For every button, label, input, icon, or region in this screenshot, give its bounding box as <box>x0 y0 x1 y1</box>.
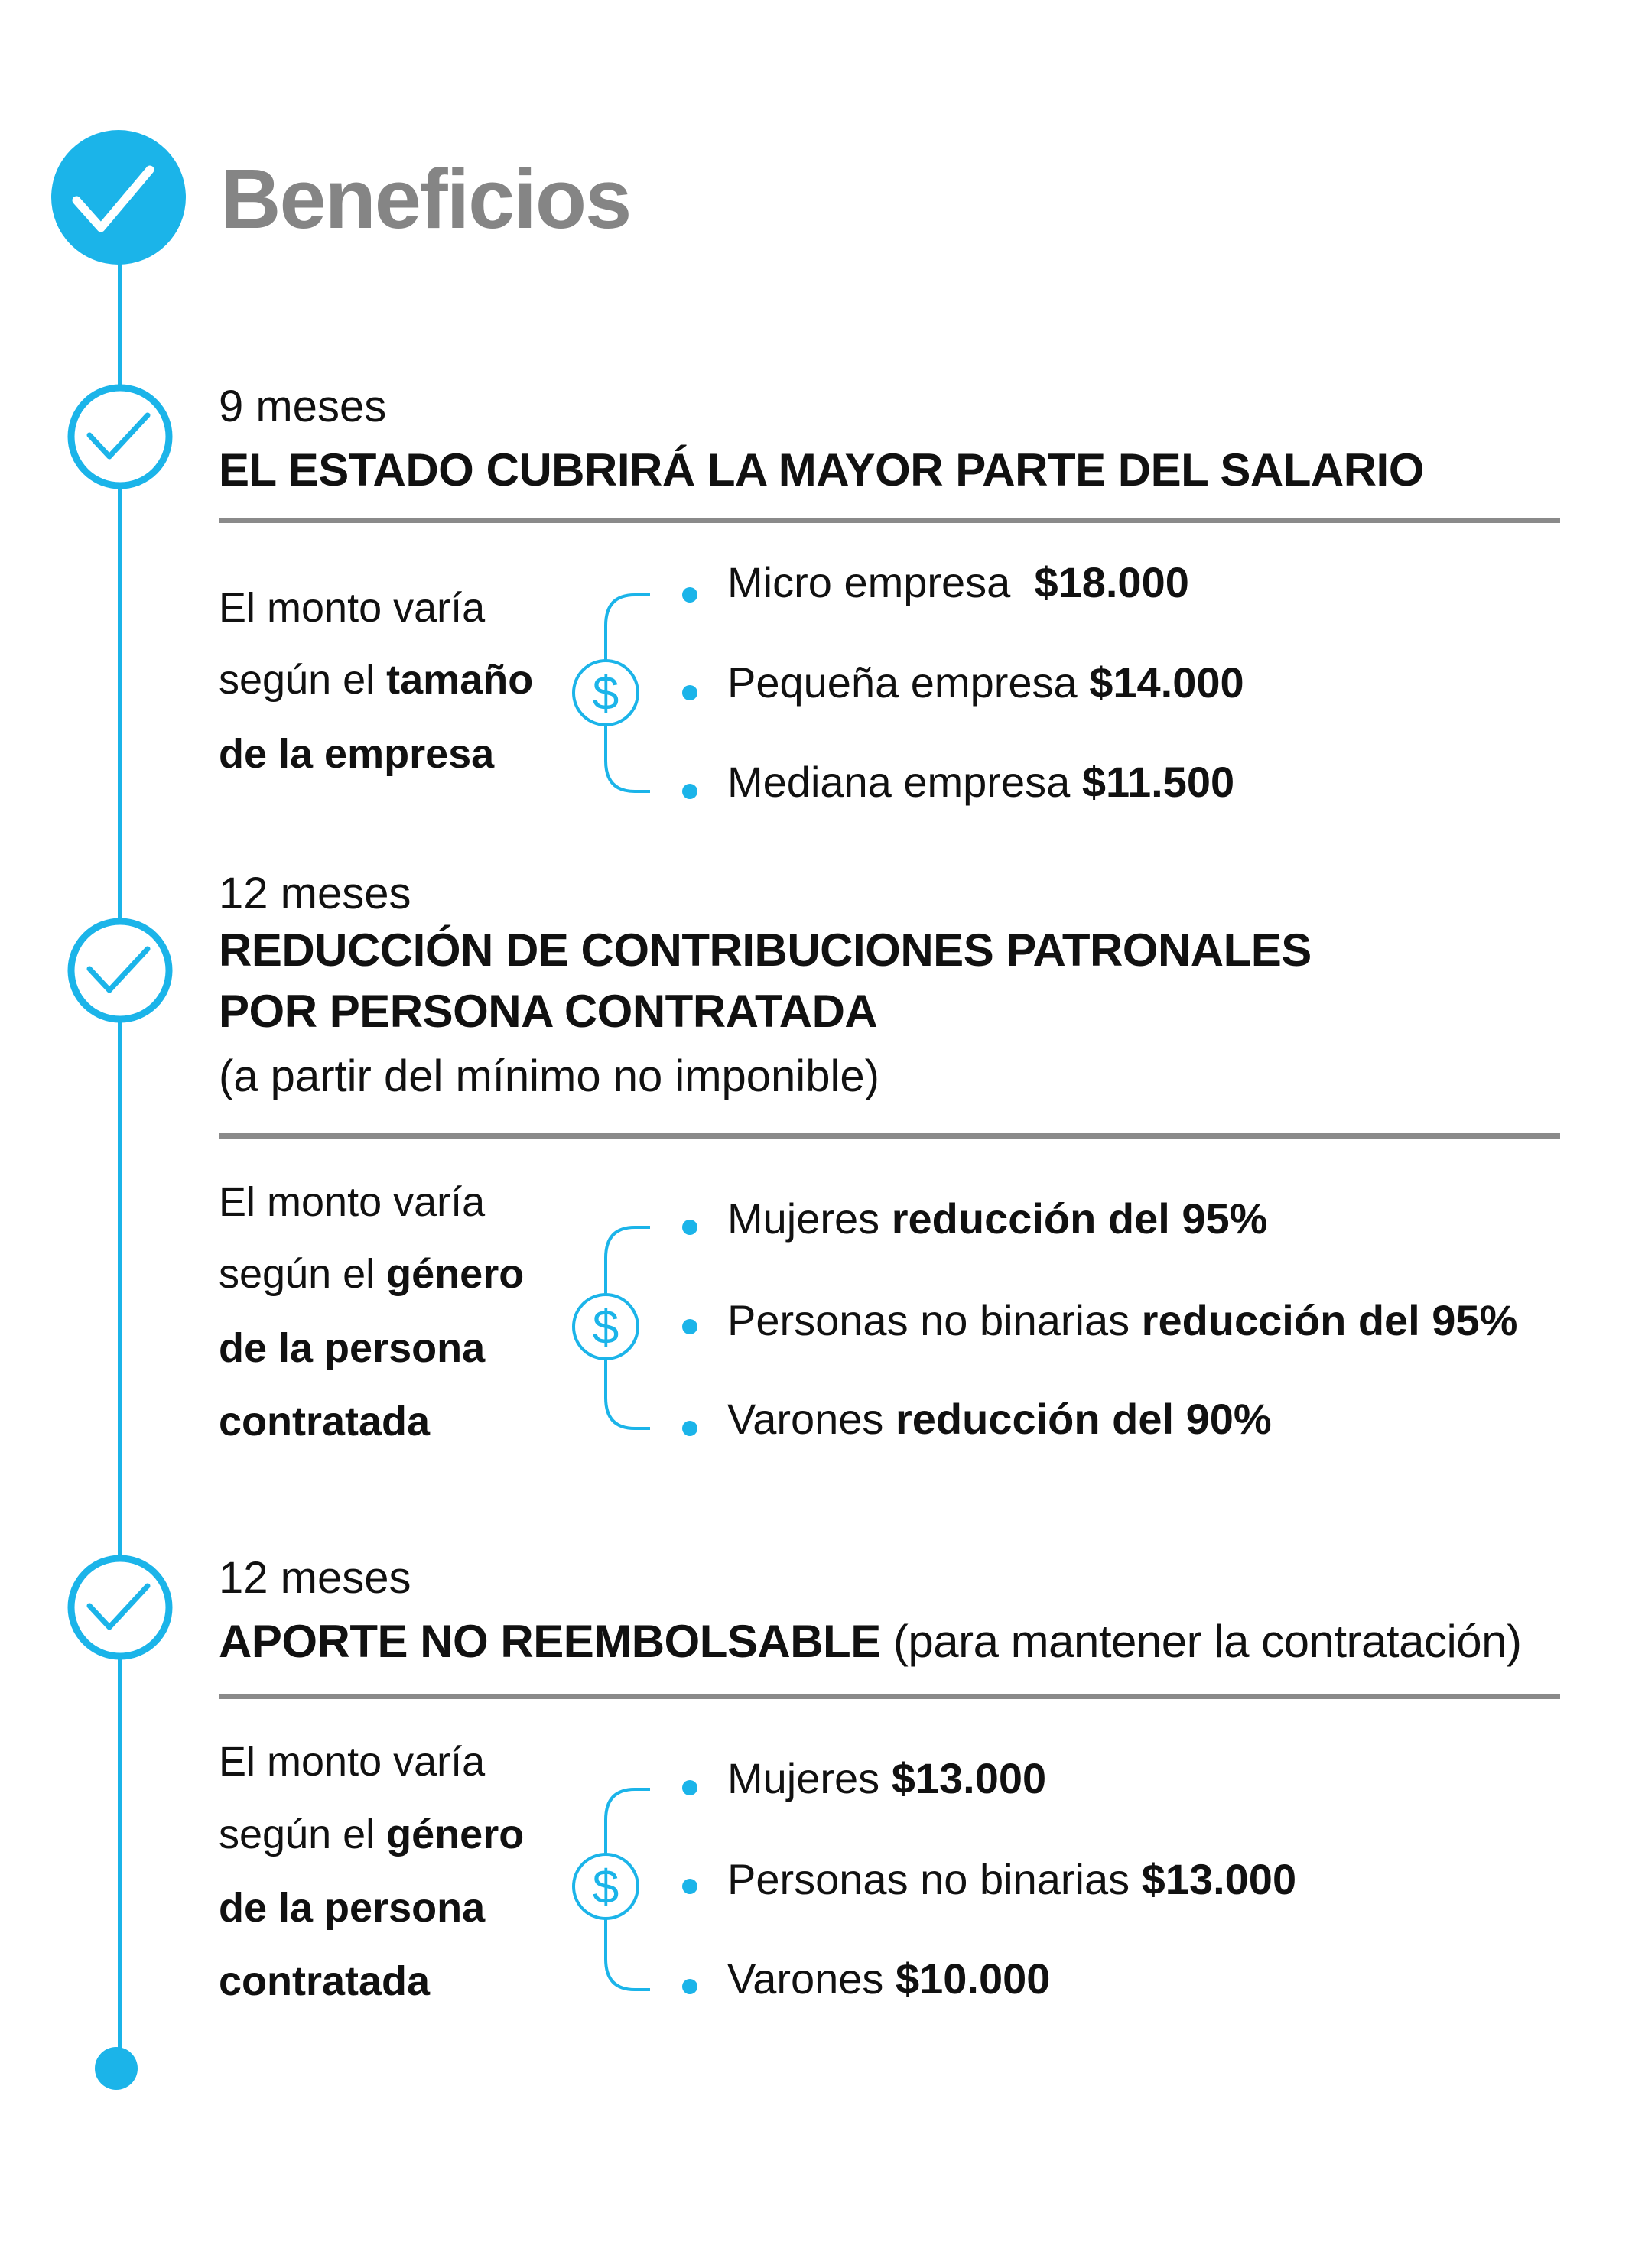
item-value: reducción del 90% <box>895 1395 1272 1443</box>
dollar-circle-icon: $ <box>572 1853 639 1920</box>
left-text-line: El monto varía <box>219 1179 486 1225</box>
list-item: Pequeña empresa $14.000 <box>727 661 1244 704</box>
section-heading: EL ESTADO CUBRIRÁ LA MAYOR PARTE DEL SAL… <box>219 444 1424 496</box>
svg-text:$: $ <box>593 1301 619 1354</box>
emphasis: contratada <box>219 1399 431 1444</box>
item-label: Pequeña empresa <box>727 658 1090 707</box>
left-text-line: de la empresa <box>219 733 494 775</box>
section-heading: APORTE NO REEMBOLSABLE (para mantener la… <box>219 1619 1522 1665</box>
item-label: Varones <box>727 1395 896 1443</box>
left-text-line: según el género <box>219 1253 524 1295</box>
left-text-line: contratada <box>219 1401 430 1442</box>
item-value: $14.000 <box>1089 658 1244 707</box>
left-text-line: según el tamaño <box>219 659 533 700</box>
section-heading: REDUCCIÓN DE CONTRIBUCIONES PATRONALES <box>219 924 1312 976</box>
dot-icon <box>682 1421 697 1436</box>
dot-icon <box>682 1220 697 1235</box>
list-item: Mujeres $13.000 <box>727 1757 1046 1800</box>
dot-icon <box>682 784 697 799</box>
check-circle-outline-icon <box>67 918 173 1023</box>
text: según el <box>219 1811 387 1857</box>
item-label: Varones <box>727 1954 896 2003</box>
list-item: Mujeres reducción del 95% <box>727 1197 1267 1240</box>
list-item: Personas no binarias reducción del 95% <box>727 1299 1517 1342</box>
item-label: Personas no binarias <box>727 1855 1142 1903</box>
duration: 12 meses <box>219 869 411 918</box>
bracket-3 <box>604 1788 650 1991</box>
item-label: Personas no binarias <box>727 1296 1142 1344</box>
item-value: reducción del 95% <box>891 1194 1268 1243</box>
item-value: reducción del 95% <box>1141 1296 1518 1344</box>
item-label: Mujeres <box>727 1754 892 1802</box>
text: según el <box>219 657 387 703</box>
duration: 12 meses <box>219 1553 411 1603</box>
section-subtitle: (a partir del mínimo no imponible) <box>219 1051 879 1101</box>
divider <box>219 518 1560 523</box>
emphasis: tamaño <box>386 657 534 703</box>
list-item: Personas no binarias $13.000 <box>727 1858 1296 1901</box>
left-text-line: de la persona <box>219 1887 485 1928</box>
item-value: $13.000 <box>891 1754 1047 1802</box>
timeline-end-dot <box>95 2047 138 2090</box>
list-item: Varones $10.000 <box>727 1958 1050 2000</box>
left-text-line: contratada <box>219 1961 430 2002</box>
text: según el <box>219 1251 387 1297</box>
list-item: Mediana empresa $11.500 <box>727 761 1234 804</box>
dot-icon <box>682 685 697 700</box>
item-value: $18.000 <box>1034 558 1189 606</box>
emphasis: género <box>386 1251 525 1297</box>
section-heading: POR PERSONA CONTRATADA <box>219 986 878 1037</box>
dot-icon <box>682 587 697 603</box>
dollar-circle-icon: $ <box>572 659 639 726</box>
list-item: Varones reducción del 90% <box>727 1398 1272 1441</box>
emphasis: de la persona <box>219 1325 486 1371</box>
duration: 9 meses <box>219 382 387 431</box>
item-value: $13.000 <box>1141 1855 1297 1903</box>
emphasis: género <box>386 1811 525 1857</box>
bullet-dots <box>682 587 697 1994</box>
left-text-line: El monto varía <box>219 1739 486 1785</box>
check-circle-outline-icon <box>67 1555 173 1660</box>
dot-icon <box>682 1319 697 1334</box>
heading-suffix: (para mantener la contratación) <box>892 1616 1522 1667</box>
left-text-line: de la persona <box>219 1327 485 1369</box>
check-circle-filled-icon <box>51 130 186 265</box>
dot-icon <box>682 1979 697 1994</box>
page-title: Beneficios <box>220 152 632 246</box>
heading-main: APORTE NO REEMBOLSABLE <box>219 1616 893 1667</box>
dot-icon <box>682 1780 697 1795</box>
divider <box>219 1694 1560 1699</box>
item-label: Mediana empresa <box>727 758 1082 806</box>
svg-text:$: $ <box>593 668 619 720</box>
emphasis: contratada <box>219 1958 431 2004</box>
left-text-line: según el género <box>219 1814 524 1855</box>
item-value: $10.000 <box>895 1954 1051 2003</box>
item-value: $11.500 <box>1081 758 1235 806</box>
divider <box>219 1133 1560 1139</box>
item-label: Micro empresa <box>727 558 1035 606</box>
dollar-circle-icon: $ <box>572 1293 639 1360</box>
check-circle-outline-icon <box>67 384 173 489</box>
list-item: Micro empresa $18.000 <box>727 561 1189 604</box>
emphasis: de la empresa <box>219 731 495 777</box>
svg-text:$: $ <box>593 1861 619 1914</box>
emphasis: de la persona <box>219 1885 486 1931</box>
dot-icon <box>682 1879 697 1894</box>
item-label: Mujeres <box>727 1194 892 1243</box>
bracket-2 <box>604 1226 650 1430</box>
bracket-1 <box>604 593 650 793</box>
left-text-line: El monto varía <box>219 585 486 631</box>
